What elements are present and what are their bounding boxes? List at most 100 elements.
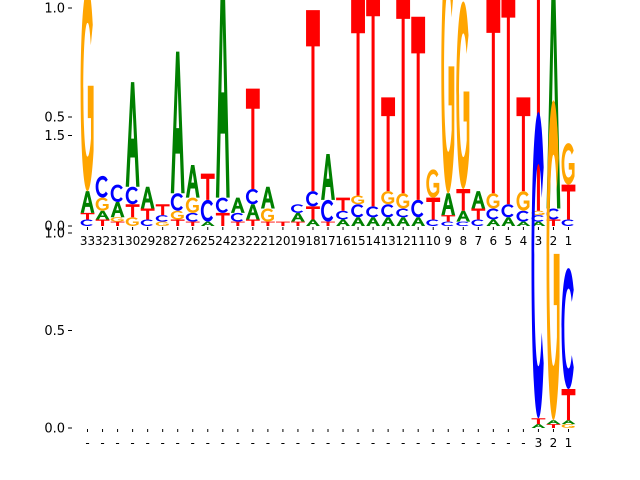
x-tick-label: - xyxy=(206,436,210,450)
x-tick-label: 32 xyxy=(95,234,110,248)
logo-letter-t xyxy=(561,389,576,421)
logo-letter-t xyxy=(140,208,155,220)
logo-letter-c xyxy=(381,204,394,218)
x-tick-label: 11 xyxy=(411,234,426,248)
logo-letter-a xyxy=(170,51,185,194)
x-tick-label: - xyxy=(431,436,435,450)
y-tick-label: 1.0 xyxy=(44,227,65,242)
logo-letter-g xyxy=(155,221,169,226)
logo-letter-g xyxy=(125,217,139,226)
x-tick-label: - xyxy=(491,436,495,450)
x-tick-label: 15 xyxy=(350,234,365,248)
logo-panel-bottom: 0.00.51.01.5- - - - - - - - - - - - - - - - - - - - - - - - - - - -… xyxy=(44,100,576,450)
logo-letter-t xyxy=(396,0,411,194)
logo-letter-t xyxy=(291,221,305,226)
logo-letter-c xyxy=(411,199,424,218)
logo-letter-a xyxy=(336,219,350,226)
logo-letter-t xyxy=(245,88,260,189)
logo-column xyxy=(381,97,396,226)
logo-letter-t xyxy=(456,188,471,211)
logo-letter-g xyxy=(561,143,575,185)
x-tick-label: 1 xyxy=(565,234,573,248)
x-tick-label: - xyxy=(281,436,285,450)
x-tick-label: 4 xyxy=(520,234,528,248)
x-tick-label: 12 xyxy=(396,234,411,248)
x-tick-label: - xyxy=(296,436,300,450)
logo-column xyxy=(215,0,230,226)
logo-letter-g xyxy=(516,191,530,211)
x-tick-label: - xyxy=(341,436,345,450)
logo-column xyxy=(501,0,516,226)
logo-letter-c xyxy=(351,204,364,218)
logo-letter-c xyxy=(125,186,138,205)
logo-letter-g xyxy=(260,208,274,222)
logo-letter-a xyxy=(185,164,200,198)
logo-column xyxy=(366,0,381,226)
logo-letter-a xyxy=(516,221,531,226)
x-tick-label: 2 xyxy=(550,234,558,248)
logo-letter-t xyxy=(546,424,561,428)
x-tick-label: 9 xyxy=(444,234,452,248)
logo-letter-t xyxy=(185,221,200,226)
logo-letter-t xyxy=(245,219,260,226)
logo-letter-g xyxy=(95,197,109,211)
y-tick-label: 1.5 xyxy=(44,129,65,144)
logo-letter-g xyxy=(486,193,500,209)
logo-letter-a xyxy=(561,420,576,425)
logo-letter-a xyxy=(306,219,320,226)
logo-letter-a xyxy=(260,186,275,209)
x-tick-label: 8 xyxy=(459,234,467,248)
x-tick-label: 22 xyxy=(245,234,260,248)
x-tick-label: 26 xyxy=(185,234,200,248)
logo-letter-a xyxy=(110,202,125,218)
x-tick-label: 21 xyxy=(260,234,275,248)
x-tick-label: - xyxy=(191,436,195,450)
x-tick-label: 19 xyxy=(290,234,305,248)
logo-letter-c xyxy=(306,191,319,207)
y-tick-label: 0.0 xyxy=(44,220,65,235)
logo-letter-a xyxy=(546,420,561,425)
logo-letter-c xyxy=(486,208,499,220)
logo-letter-t xyxy=(230,221,245,226)
logo-letter-a xyxy=(95,210,110,220)
logo-letter-c xyxy=(95,175,108,198)
logo-letter-c xyxy=(155,215,168,222)
logo-letter-t xyxy=(125,204,140,218)
logo-letter-t xyxy=(306,206,320,220)
x-tick-label: 29 xyxy=(140,234,155,248)
x-tick-label: - xyxy=(176,436,180,450)
x-tick-label: 13 xyxy=(380,234,395,248)
x-tick-label: - xyxy=(85,436,89,450)
logo-column xyxy=(531,112,546,428)
logo-letter-t xyxy=(546,219,561,226)
logo-letter-c xyxy=(336,210,349,220)
logo-letter-c xyxy=(516,210,529,222)
x-tick-label: 3 xyxy=(535,436,543,450)
logo-column xyxy=(185,164,200,226)
logo-column xyxy=(95,175,110,226)
x-tick-label: 28 xyxy=(155,234,170,248)
logo-letter-t xyxy=(155,204,170,216)
logo-column xyxy=(561,268,576,428)
x-tick-label: 6 xyxy=(490,234,498,248)
logo-column xyxy=(275,221,290,226)
x-tick-label: 25 xyxy=(200,234,215,248)
logo-letter-g xyxy=(381,191,395,205)
x-tick-label: 10 xyxy=(426,234,441,248)
x-tick-label: 23 xyxy=(230,234,245,248)
logo-letter-a xyxy=(366,217,381,226)
logo-letter-a xyxy=(245,204,260,220)
logo-column xyxy=(260,186,275,226)
logo-letter-c xyxy=(110,184,123,203)
logo-letter-t xyxy=(336,197,350,211)
logo-letter-c xyxy=(291,204,304,213)
x-tick-label: - xyxy=(115,436,119,450)
logo-letter-a xyxy=(441,193,456,216)
logo-letter-g xyxy=(561,424,575,428)
logo-letter-c xyxy=(471,219,484,226)
logo-letter-a xyxy=(531,424,546,428)
logo-letter-t xyxy=(486,0,501,194)
logo-letter-g xyxy=(426,169,440,198)
logo-letter-t xyxy=(306,10,320,192)
logo-letter-c xyxy=(170,193,183,211)
